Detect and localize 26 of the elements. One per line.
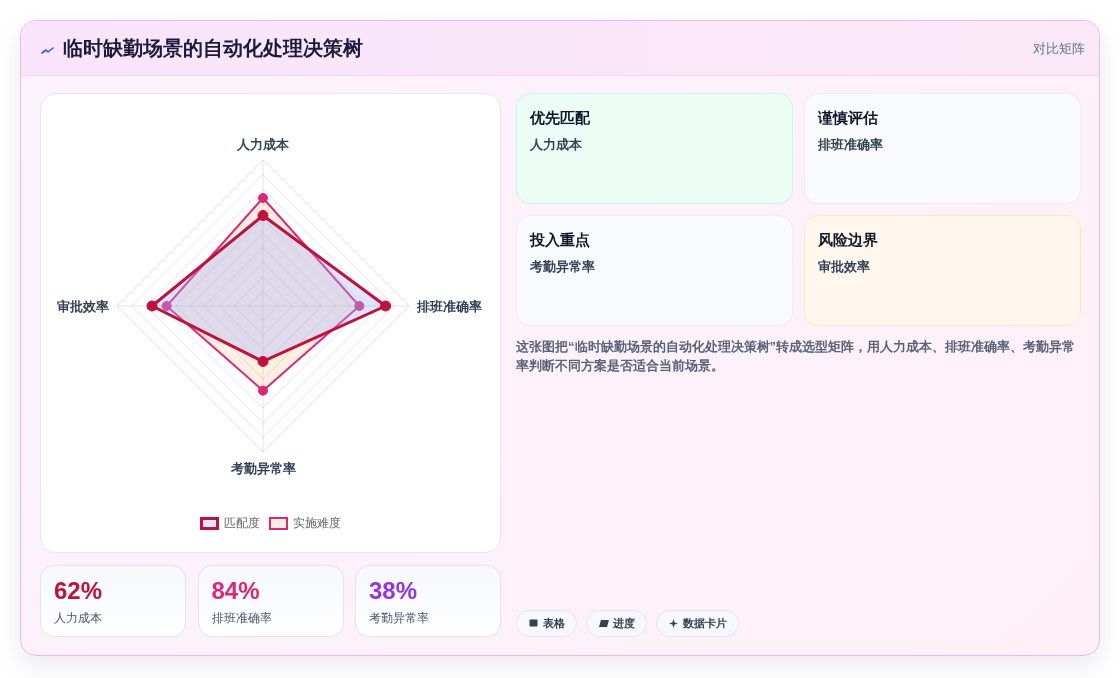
text: 风险边界 bbox=[818, 230, 878, 250]
text: 数据卡片 bbox=[683, 616, 727, 631]
text: 排班准确率 bbox=[211, 610, 272, 626]
text: 谨慎评估 bbox=[818, 108, 878, 128]
text: 临时缺勤场景的自动化处理决策树 bbox=[63, 36, 363, 61]
text: 考勤异常率 bbox=[369, 610, 429, 626]
text: 84% bbox=[211, 576, 260, 606]
spoke-label: 考勤异常率 bbox=[229, 460, 296, 476]
text: 表格 bbox=[543, 616, 565, 631]
legend-label: 匹配度 bbox=[224, 515, 260, 531]
spoke-label: 排班准确率 bbox=[416, 298, 482, 314]
spoke-label: 人力成本 bbox=[236, 136, 290, 152]
text: 38% bbox=[369, 576, 418, 606]
legend-label: 实施难度 bbox=[293, 515, 341, 531]
spoke-label: 审批效率 bbox=[57, 298, 109, 314]
text: 排班准确率 bbox=[818, 137, 883, 153]
text: 62% bbox=[54, 576, 103, 606]
text: 人力成本 bbox=[530, 137, 582, 153]
text: 投入重点 bbox=[530, 230, 590, 250]
text: 考勤异常率 bbox=[530, 259, 595, 275]
text: 进度 bbox=[613, 616, 635, 631]
text: 审批效率 bbox=[818, 259, 870, 275]
text: 对比矩阵 bbox=[1033, 40, 1085, 58]
text: 优先匹配 bbox=[530, 108, 590, 128]
text: 这张图把“临时缺勤场景的自动化处理决策树”转成选型矩阵，用人力成本、排班准确率、考勤异常率判断不同方案是否适合当前场景。 bbox=[516, 338, 1076, 375]
text: 人力成本 bbox=[54, 610, 102, 626]
